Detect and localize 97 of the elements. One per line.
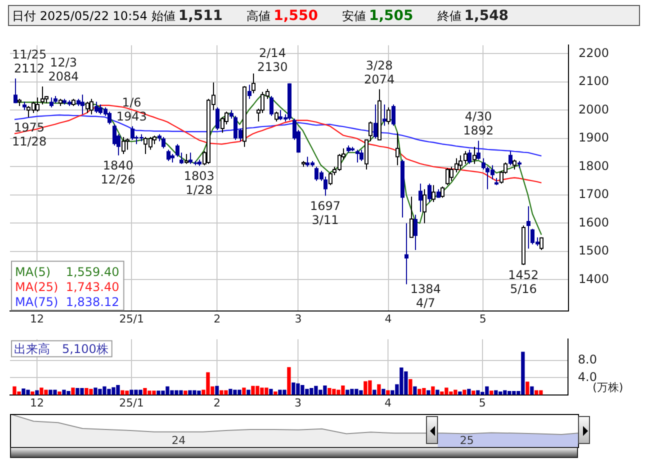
x-tick-label: 24 <box>172 434 186 447</box>
bar <box>467 388 471 395</box>
candlestick <box>382 104 386 126</box>
bar <box>436 390 440 395</box>
x-tick-label: 4 <box>384 396 392 410</box>
bar <box>269 388 273 395</box>
candlestick <box>216 106 220 130</box>
text: 終値 1,548 <box>437 8 509 24</box>
candlestick <box>356 149 360 163</box>
y-tick-label: 1500 <box>578 244 610 258</box>
bar <box>490 390 494 395</box>
bar <box>274 391 278 395</box>
text: 始値 1,511 <box>151 8 223 24</box>
candlestick <box>248 84 252 100</box>
candlestick <box>414 214 418 251</box>
text: 1384 4/7 <box>410 282 441 310</box>
text: 1975 11/28 <box>12 120 47 148</box>
chart-title: 出来高 5,100株 <box>14 342 108 356</box>
candlestick <box>360 149 364 162</box>
text: 1840 12/26 <box>100 158 136 186</box>
x-tick-label: 4 <box>384 312 392 326</box>
x-tick-label: 2 <box>213 396 220 410</box>
chart-title: 日付 2025/05/22 10:54 <box>12 9 148 23</box>
x-tick-label: 25/1 <box>119 312 144 326</box>
candlestick <box>508 150 512 166</box>
bar <box>58 391 62 395</box>
text: 3/28 2074 <box>364 58 395 86</box>
bar <box>215 386 219 395</box>
bar <box>526 382 530 395</box>
candlestick <box>270 96 274 116</box>
candlestick <box>50 96 54 108</box>
text: 4/30 1892 <box>463 110 494 138</box>
bar <box>462 390 466 395</box>
y-tick-label: 2000 <box>578 102 610 116</box>
bar <box>426 390 430 395</box>
bar <box>184 390 188 395</box>
y-tick-label: 1400 <box>578 272 610 286</box>
y-tick-label: 1900 <box>578 130 610 145</box>
text: MA(5) 1,559.40 <box>15 264 120 279</box>
candlestick <box>166 149 170 162</box>
candlestick <box>374 104 378 139</box>
candlestick <box>14 78 18 104</box>
bar <box>431 386 435 395</box>
text: 1697 3/11 <box>310 198 341 227</box>
candlestick <box>162 136 166 149</box>
bar <box>71 388 75 395</box>
x-tick-label: 5 <box>478 396 486 410</box>
y-tick-label: 2100 <box>578 74 610 88</box>
x-tick-label: 2 <box>214 312 221 326</box>
candlestick <box>476 140 480 160</box>
x-tick-label: 5 <box>479 312 486 326</box>
text: 安値 1,505 <box>342 8 414 24</box>
text: 1452 5/16 <box>508 268 539 296</box>
candlestick <box>108 111 112 125</box>
candlestick <box>94 101 98 114</box>
y-tick-label: 1800 <box>578 158 610 173</box>
candlestick <box>428 183 432 203</box>
x-tick-label: 25 <box>460 434 474 447</box>
text: 1803 1/28 <box>184 168 214 197</box>
bar <box>413 386 417 395</box>
bar <box>458 391 462 395</box>
candlestick <box>80 94 84 115</box>
bar <box>372 390 376 395</box>
bar <box>472 390 476 395</box>
candlestick <box>130 126 134 140</box>
y-tick-label: 1600 <box>578 215 610 230</box>
bar <box>408 379 412 395</box>
y-tick-label: 1700 <box>578 187 610 202</box>
x-tick-label: 12 <box>30 312 44 326</box>
candlestick <box>526 206 530 250</box>
y-tick-label: 2200 <box>578 46 610 60</box>
candlestick <box>404 222 408 285</box>
x-tick-label: 25/1 <box>119 396 144 410</box>
text: 11/25 2112 <box>12 48 47 76</box>
bar <box>246 390 250 395</box>
bar <box>382 388 386 395</box>
x-tick-label: 3 <box>294 396 302 410</box>
candlestick <box>418 183 422 212</box>
text: MA(75) 1,838.12 <box>15 294 120 309</box>
bar <box>530 386 534 395</box>
text: MA(25) 1,743.40 <box>15 280 120 294</box>
candlestick <box>188 152 192 164</box>
bar <box>377 384 381 395</box>
text: 2/14 2130 <box>257 46 288 74</box>
bar <box>287 367 291 395</box>
bar <box>35 390 39 395</box>
text: 高値 1,550 <box>246 8 318 24</box>
text: 1/6 1943 <box>116 95 147 124</box>
candlestick <box>468 149 472 164</box>
y-tick-label: 8.0 <box>578 352 598 367</box>
x-tick-label: 3 <box>294 312 302 326</box>
bar <box>30 391 34 395</box>
bar <box>386 390 390 395</box>
candlestick <box>392 104 396 126</box>
bar <box>242 388 246 395</box>
x-tick-label: 12 <box>30 396 44 410</box>
text: 12/3 2084 <box>48 55 79 84</box>
